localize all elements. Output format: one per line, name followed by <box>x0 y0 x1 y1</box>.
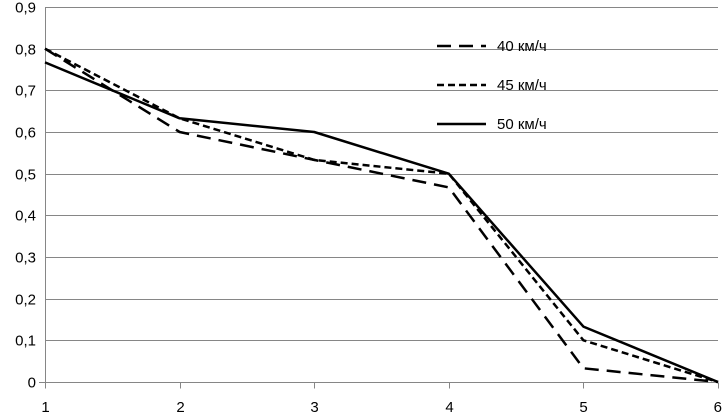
y-tick-label: 0,4 <box>15 208 36 225</box>
x-tick-label: 5 <box>579 399 587 416</box>
series-line-1 <box>44 47 719 384</box>
y-tick-label: 0,5 <box>15 167 36 184</box>
legend-label-2: 45 км/ч <box>497 77 547 94</box>
legend-label-3: 50 км/ч <box>497 116 547 133</box>
series-line-2 <box>44 47 719 384</box>
y-tick-label: 0,6 <box>15 125 36 142</box>
y-tick-label: 0,3 <box>15 250 36 267</box>
y-tick-label: 0,2 <box>15 292 36 309</box>
x-tick-label: 2 <box>176 399 184 416</box>
y-tick-label: 0,7 <box>15 83 36 100</box>
x-tick-label: 3 <box>310 399 318 416</box>
y-tick-label: 0,8 <box>15 42 36 59</box>
x-tick-labels: 1 2 3 4 5 6 <box>41 399 722 416</box>
y-tick-labels: 0 0,1 0,2 0,3 0,4 0,5 0,6 0,7 0,8 0,9 <box>15 0 36 392</box>
legend-label-1: 40 км/ч <box>497 38 547 55</box>
series-lines <box>44 47 719 384</box>
y-tick-label: 0,1 <box>15 333 36 350</box>
y-tick-label: 0,9 <box>15 0 36 17</box>
series-line-3 <box>44 61 719 384</box>
axes <box>39 7 719 389</box>
legend: 40 км/ч 45 км/ч 50 км/ч <box>437 38 547 133</box>
x-tick-label: 1 <box>41 399 49 416</box>
x-tick-label: 4 <box>445 399 453 416</box>
x-tick-label: 6 <box>714 399 722 416</box>
y-tick-label: 0 <box>28 375 36 392</box>
